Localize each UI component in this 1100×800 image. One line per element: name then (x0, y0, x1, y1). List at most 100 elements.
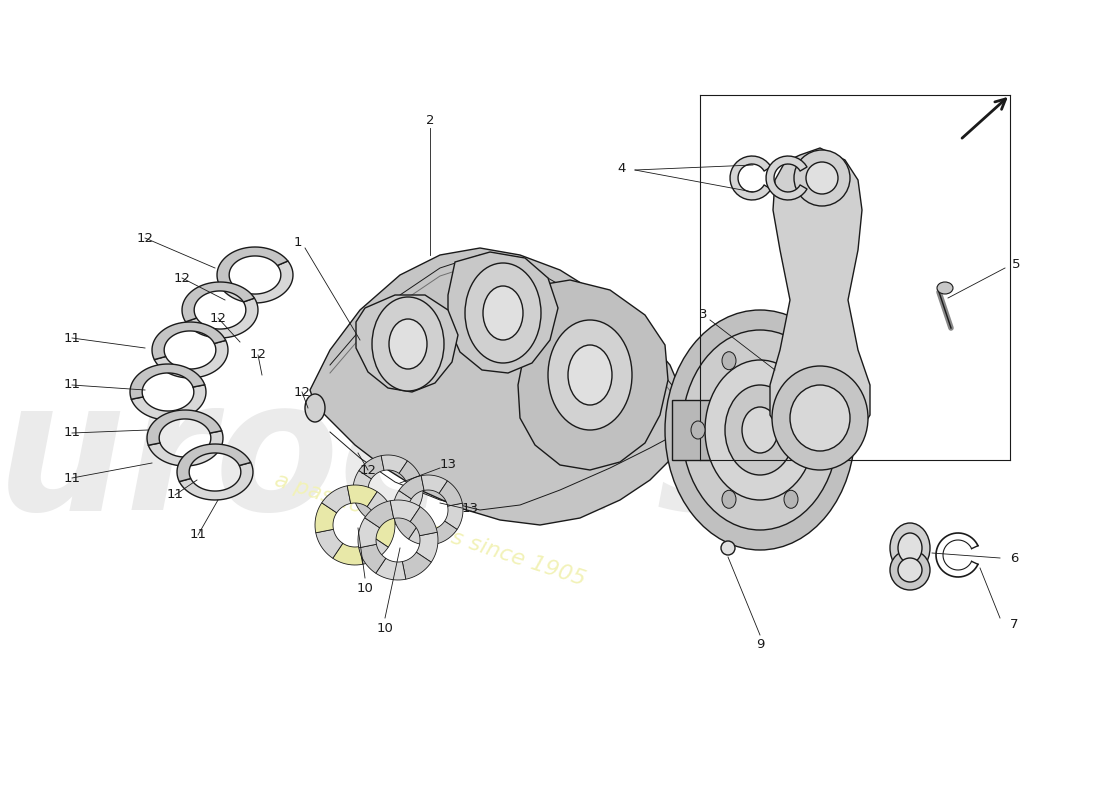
Polygon shape (368, 506, 395, 525)
Ellipse shape (815, 421, 829, 439)
Ellipse shape (548, 320, 632, 430)
Text: 7: 7 (1010, 618, 1019, 631)
Polygon shape (148, 430, 223, 466)
Polygon shape (394, 514, 417, 539)
Polygon shape (393, 490, 411, 517)
Text: 11: 11 (64, 378, 80, 391)
Ellipse shape (742, 407, 778, 453)
Polygon shape (353, 470, 372, 497)
Polygon shape (390, 500, 420, 522)
Ellipse shape (784, 352, 798, 370)
Polygon shape (416, 532, 438, 562)
Text: 11: 11 (189, 529, 207, 542)
Polygon shape (358, 518, 379, 548)
Polygon shape (367, 492, 394, 521)
Polygon shape (730, 156, 771, 200)
Ellipse shape (682, 330, 838, 530)
Text: 4: 4 (618, 162, 626, 174)
Ellipse shape (784, 490, 798, 508)
Polygon shape (333, 543, 363, 565)
Text: 3: 3 (698, 309, 707, 322)
Text: 10: 10 (376, 622, 394, 634)
Text: 5: 5 (1012, 258, 1021, 271)
Polygon shape (373, 517, 395, 547)
Polygon shape (376, 558, 406, 580)
Ellipse shape (483, 286, 522, 340)
Polygon shape (217, 247, 288, 289)
Polygon shape (439, 481, 462, 506)
Polygon shape (399, 476, 425, 499)
Polygon shape (421, 475, 448, 494)
Polygon shape (222, 261, 293, 303)
Ellipse shape (465, 263, 541, 363)
Polygon shape (432, 521, 458, 544)
Ellipse shape (305, 394, 324, 422)
Polygon shape (131, 385, 206, 420)
Polygon shape (365, 501, 394, 528)
Ellipse shape (937, 282, 953, 294)
Polygon shape (410, 506, 437, 536)
Text: 12: 12 (250, 349, 266, 362)
Ellipse shape (790, 385, 850, 451)
Ellipse shape (772, 366, 868, 470)
Polygon shape (154, 341, 228, 378)
Polygon shape (392, 501, 417, 524)
Polygon shape (321, 486, 351, 513)
Polygon shape (672, 400, 755, 460)
Text: a passion for cars since 1905: a passion for cars since 1905 (272, 470, 588, 590)
Polygon shape (354, 494, 377, 519)
Polygon shape (444, 503, 463, 530)
Ellipse shape (794, 150, 850, 206)
Ellipse shape (691, 421, 705, 439)
Text: 12: 12 (209, 311, 227, 325)
Polygon shape (356, 295, 458, 392)
Ellipse shape (372, 297, 444, 391)
Ellipse shape (568, 345, 612, 405)
Text: 12: 12 (360, 463, 376, 477)
Text: 12: 12 (294, 386, 310, 398)
Polygon shape (186, 298, 258, 338)
Polygon shape (348, 485, 377, 506)
Polygon shape (408, 526, 435, 545)
Polygon shape (405, 483, 424, 510)
Text: 12: 12 (136, 231, 154, 245)
Ellipse shape (890, 523, 930, 573)
Text: 13: 13 (462, 502, 478, 514)
Ellipse shape (722, 490, 736, 508)
Text: eurocars: eurocars (0, 372, 764, 548)
Polygon shape (182, 282, 254, 322)
Ellipse shape (890, 550, 930, 590)
Text: 6: 6 (1010, 551, 1019, 565)
Text: 11: 11 (166, 489, 184, 502)
Ellipse shape (725, 385, 795, 475)
Ellipse shape (720, 541, 735, 555)
Polygon shape (152, 322, 226, 359)
Polygon shape (382, 455, 407, 474)
Text: 11: 11 (64, 331, 80, 345)
Polygon shape (770, 148, 870, 452)
Text: 2: 2 (426, 114, 434, 126)
Polygon shape (310, 248, 685, 525)
Polygon shape (403, 552, 431, 579)
Text: 10: 10 (356, 582, 373, 594)
Polygon shape (177, 444, 251, 482)
Ellipse shape (389, 319, 427, 369)
Polygon shape (518, 280, 668, 470)
Ellipse shape (898, 558, 922, 582)
Ellipse shape (806, 162, 838, 194)
Polygon shape (315, 502, 337, 533)
Ellipse shape (722, 352, 736, 370)
Ellipse shape (666, 310, 855, 550)
Text: 11: 11 (64, 426, 80, 439)
Text: 1: 1 (294, 237, 302, 250)
Text: 11: 11 (64, 471, 80, 485)
Polygon shape (448, 252, 558, 373)
Polygon shape (130, 364, 205, 399)
Text: 12: 12 (174, 271, 190, 285)
Text: 9: 9 (756, 638, 764, 651)
Text: 13: 13 (440, 458, 456, 471)
Polygon shape (316, 530, 343, 558)
Ellipse shape (705, 360, 815, 500)
Polygon shape (179, 462, 253, 500)
Polygon shape (147, 410, 222, 446)
